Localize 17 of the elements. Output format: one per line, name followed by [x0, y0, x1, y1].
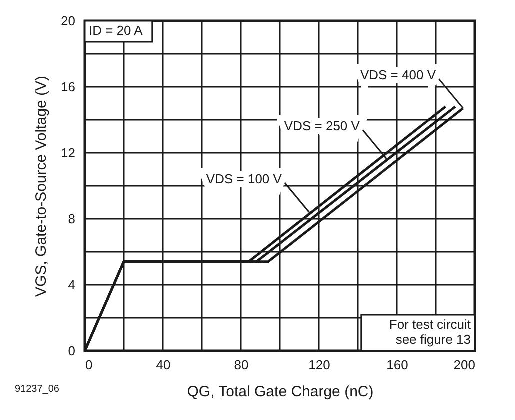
y-tick-label: 12	[61, 146, 76, 160]
text: 91237_06	[15, 384, 60, 395]
y-tick-label: 20	[61, 14, 76, 28]
x-tick-label: 120	[308, 358, 330, 372]
y-tick-label: 8	[68, 212, 76, 226]
y-tick-label: 16	[61, 80, 76, 94]
annotation: For test circuit see figure 13	[389, 317, 472, 347]
y-axis-title: VGS, Gate-to-Source Voltage (V)	[33, 76, 50, 297]
x-tick-label: 80	[234, 358, 249, 372]
x-tick-label: 40	[156, 358, 171, 372]
x-tick-label: 0	[86, 358, 93, 372]
y-tick-label: 4	[68, 278, 76, 292]
annotation: ID = 20 A	[89, 23, 144, 38]
y-tick-label: 0	[68, 344, 76, 358]
x-axis-title: QG, Total Gate Charge (nC)	[187, 384, 374, 400]
x-tick-label: 200	[454, 358, 476, 372]
x-tick-label: 160	[386, 358, 408, 372]
